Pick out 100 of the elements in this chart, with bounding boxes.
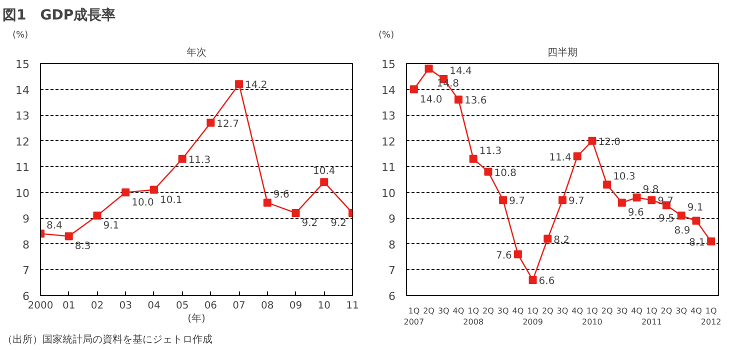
point: [320, 178, 328, 186]
x-tick-label: 05: [176, 300, 189, 312]
y-tick-label: 15: [382, 58, 396, 71]
y-tick-label: 7: [388, 264, 396, 278]
y-tick-label: 11: [382, 161, 396, 174]
y-tick-label: 15: [16, 58, 30, 71]
point: [178, 154, 186, 163]
point: [206, 118, 215, 127]
point: [588, 136, 596, 145]
x-tick-label: 3Q: [616, 306, 628, 316]
chart-title: 図1 GDP成長率: [2, 6, 116, 24]
y-tick-label: 9: [22, 212, 30, 226]
point: [528, 276, 537, 284]
data-label: 9.6: [628, 208, 644, 219]
data-label: 14.2: [245, 80, 268, 92]
data-label: 9.7: [509, 196, 525, 208]
y-tick-label: 8: [388, 238, 396, 252]
x-axis-title: (年): [188, 312, 206, 324]
data-label: 11.3: [188, 154, 211, 166]
y-axis-title: (%): [378, 30, 394, 40]
point: [692, 216, 700, 225]
data-label: 12.7: [216, 118, 239, 130]
y-tick-label: 9: [388, 212, 396, 226]
x-tick-label: 08: [261, 300, 274, 312]
x-tick-label: 11: [346, 300, 359, 312]
point: [648, 196, 656, 204]
data-label: 11.3: [479, 146, 502, 157]
x-tick-label: 07: [232, 300, 246, 312]
point: [558, 196, 566, 204]
point: [514, 250, 522, 258]
x-tick-label: 3Q: [438, 306, 450, 316]
y-tick-label: 14: [382, 84, 396, 97]
y-tick-label: 13: [382, 110, 396, 123]
y-axis-title: (%): [12, 30, 28, 40]
y-tick-label: 8: [22, 238, 30, 252]
y-tick-label: 6: [22, 290, 30, 303]
x-tick-label: 3Q: [676, 306, 688, 316]
y-tick-label: 10: [382, 186, 396, 200]
x-tick-label: 10: [318, 300, 331, 312]
data-label: 8.9: [674, 226, 690, 237]
y-tick-label: 13: [16, 110, 30, 123]
point: [707, 237, 716, 246]
data-label: 9.1: [687, 202, 704, 214]
data-label: 8.4: [46, 220, 62, 232]
x-tick-label: 1Q 2009: [522, 306, 543, 326]
x-tick-label: 02: [90, 300, 104, 312]
x-tick-label: 2Q: [482, 306, 494, 316]
data-label: 11.4: [549, 152, 572, 164]
x-tick-label: 4Q: [690, 306, 702, 316]
data-label: 10.8: [494, 168, 516, 179]
data-label: 6.6: [538, 276, 555, 288]
x-tick-label: 1Q 2008: [463, 306, 484, 326]
data-label: 10.4: [313, 166, 336, 178]
x-tick-label: 4Q: [452, 306, 464, 316]
x-tick-label: 2Q: [601, 306, 613, 316]
data-label: 9.2: [302, 218, 318, 230]
point: [64, 232, 73, 240]
point: [454, 96, 462, 104]
data-label: 10.1: [160, 194, 182, 206]
data-label: 9.1: [103, 220, 120, 232]
point: [263, 198, 272, 207]
data-label: 7.6: [496, 250, 512, 262]
x-tick-label: 2000: [28, 300, 54, 312]
data-label: 12.0: [598, 136, 620, 148]
point: [618, 198, 626, 207]
point: [292, 209, 300, 218]
x-tick-label: 2Q: [542, 306, 554, 316]
x-tick-label: 3Q: [497, 306, 509, 316]
point: [235, 80, 244, 88]
x-tick-label: 06: [204, 300, 218, 312]
y-tick-label: 7: [22, 264, 30, 278]
point: [573, 152, 582, 160]
x-tick-label: 1Q 2010: [582, 306, 602, 326]
x-tick-label: 03: [119, 300, 132, 312]
point: [469, 154, 478, 163]
point: [410, 85, 418, 94]
x-tick-label: 2Q: [423, 306, 434, 316]
point: [424, 64, 433, 73]
y-tick-label: 14: [16, 84, 30, 97]
data-label: 9.6: [273, 190, 290, 201]
data-label: 13.6: [464, 96, 487, 107]
y-tick-label: 6: [388, 290, 396, 303]
x-tick-label: 3Q: [556, 306, 568, 316]
data-label: 14.4: [450, 66, 472, 77]
x-tick-label: 2Q: [660, 306, 672, 316]
point: [499, 196, 508, 204]
x-tick-label: 01: [62, 300, 76, 312]
point: [544, 234, 552, 243]
data-label: 9.7: [568, 196, 584, 208]
data-label: 14.0: [420, 94, 442, 106]
chart-subtitle: 年次: [186, 46, 206, 58]
point: [150, 186, 158, 194]
point: [603, 180, 612, 189]
point: [677, 212, 686, 220]
x-tick-label: 1Q 2007: [404, 306, 424, 326]
y-tick-label: 10: [16, 186, 30, 200]
point: [632, 194, 641, 202]
data-label: 8.2: [554, 234, 570, 246]
chart-subtitle: 四半期: [548, 46, 578, 58]
data-label: 8.3: [74, 241, 91, 252]
